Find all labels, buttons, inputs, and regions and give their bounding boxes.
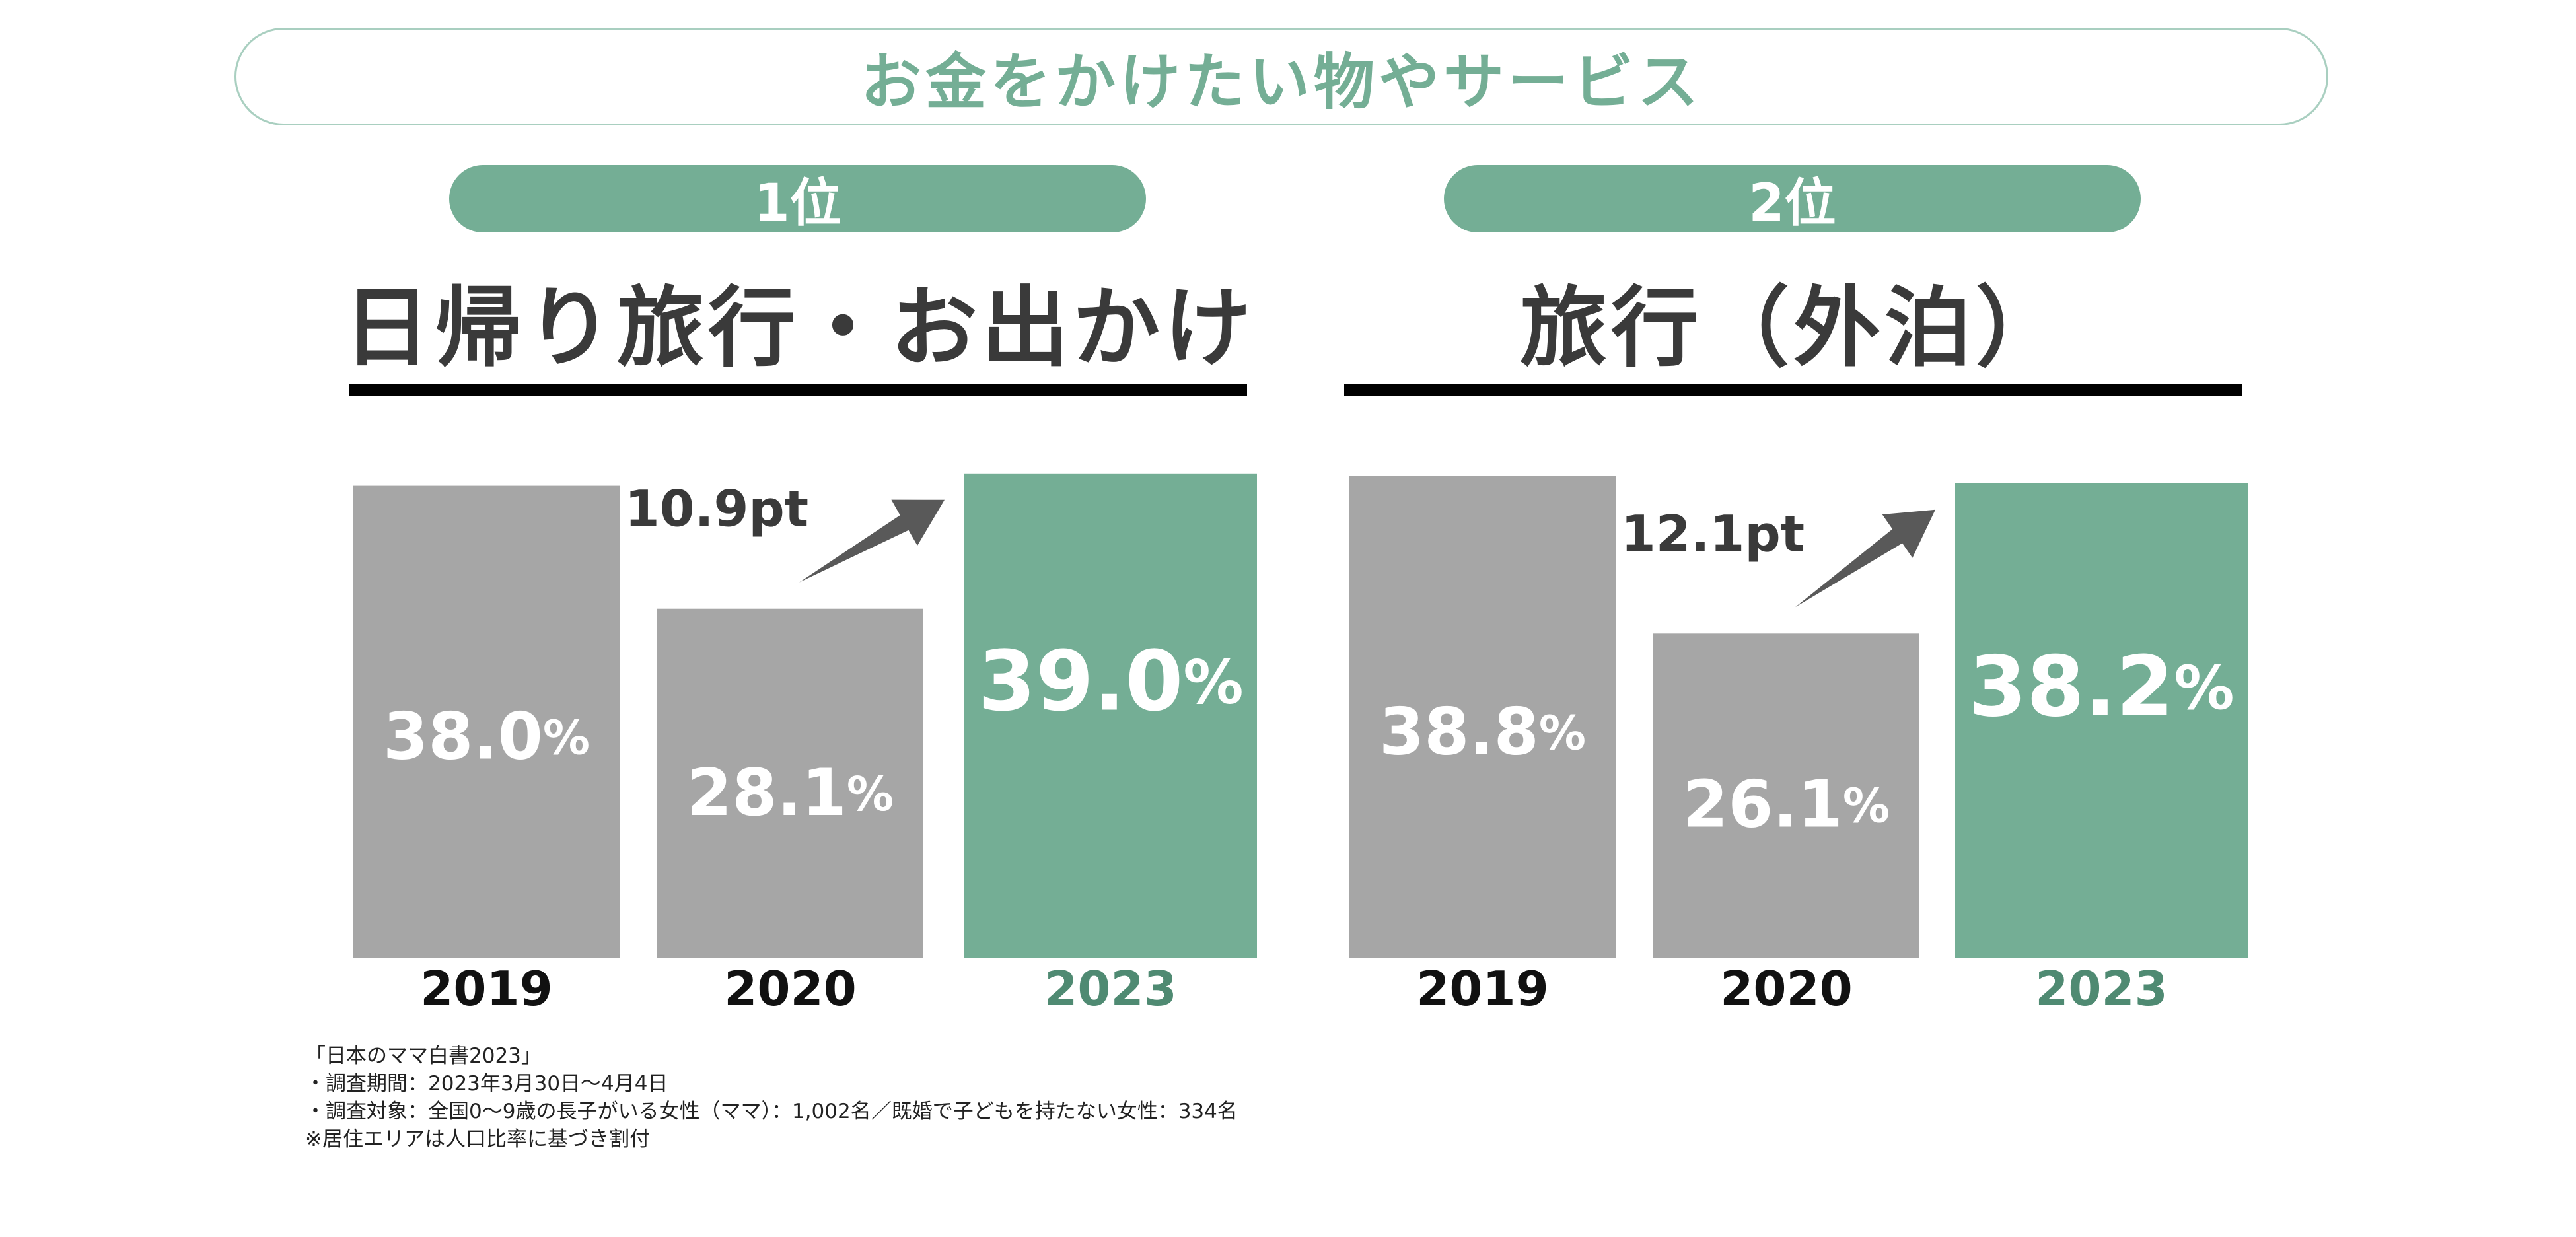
chart-title-2: 旅行（外泊） [1520,277,2067,379]
page-title: お金をかけたい物やサービス [234,28,2328,125]
percent-unit: % [847,767,894,822]
x-tick-label: 2023 [1044,961,1176,1016]
bar-2020 [1653,633,1919,958]
footnote-line: 「日本のママ白書2023」 [305,1044,542,1068]
x-tick-label: 2020 [1720,961,1852,1016]
percent-unit: % [1843,778,1890,833]
percent-unit: % [543,710,590,765]
footnote-line: ・調査期間：2023年3月30日～4月4日 [305,1072,668,1096]
bar-value-label: 39.0% [978,632,1243,729]
rank-badge-2: 2位 [1444,165,2141,233]
title-underline-1 [349,384,1247,396]
rank-badge-1: 1位 [449,165,1146,233]
x-tick-label: 2019 [420,961,552,1016]
chart-panel-2: 38.8% 2019 26.1% 2020 38.2% 2023 12.1pt [1349,476,2248,1016]
bar-2020 [657,608,923,958]
bar-2023 [1955,483,2248,958]
percent-unit: % [2174,654,2234,723]
bar-value-label: 38.8% [1379,694,1586,769]
increase-arrow-icon [1795,509,1935,608]
x-tick-label: 2020 [724,961,856,1016]
title-underline-2 [1344,384,2242,396]
percent-unit: % [1183,648,1243,717]
bar-2019 [1349,476,1616,958]
bar-value-label: 28.1% [687,756,894,831]
chart-title-1: 日帰り旅行・お出かけ [343,277,1255,379]
delta-label: 12.1pt [1621,504,1805,563]
footnote-line: ・調査対象：全国0～9歳の長子がいる女性（ママ）：1,002名／既婚で子どもを持… [305,1100,1238,1123]
x-tick-label: 2023 [2035,961,2167,1016]
bar-2023 [964,473,1257,958]
chart-panel-1: 38.0% 2019 28.1% 2020 39.0% 2023 10.9pt [353,473,1257,1016]
delta-label: 10.9pt [625,479,808,538]
bar-value-label: 38.0% [383,699,590,774]
percent-unit: % [1539,705,1586,760]
bar-value-label: 38.2% [1968,637,2234,734]
bar-2019 [353,485,620,958]
footnotes: 「日本のママ白書2023」 ・調査期間：2023年3月30日～4月4日 ・調査対… [305,1042,1758,1153]
footnote-line: ※居住エリアは人口比率に基づき割付 [305,1127,650,1151]
increase-arrow-icon [799,499,945,583]
bar-charts: 38.0% 2019 28.1% 2020 39.0% 2023 10.9pt 38.8% 20… [353,473,2248,1016]
bar-value-label: 26.1% [1683,767,1890,842]
x-tick-label: 2019 [1416,961,1548,1016]
